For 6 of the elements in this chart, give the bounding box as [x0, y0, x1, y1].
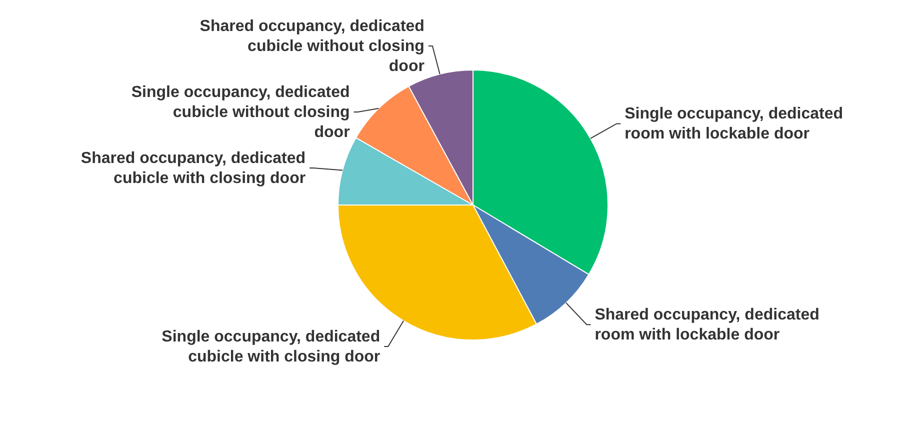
- slice-label: Single occupancy, dedicated room with lockable door: [624, 106, 844, 143]
- slice-label: Single occupancy, dedicated cubicle without closing door: [131, 84, 350, 141]
- slice-label: Shared occupancy, dedicated cubicle with closing door: [80, 150, 306, 187]
- slice-label: Shared occupancy, dedicated room with lockable door: [594, 306, 820, 344]
- slice-label: Single occupancy, dedicated cubicle with closing door: [162, 328, 380, 366]
- slice-label: Shared occupancy, dedicated cubicle without closing door: [200, 18, 424, 75]
